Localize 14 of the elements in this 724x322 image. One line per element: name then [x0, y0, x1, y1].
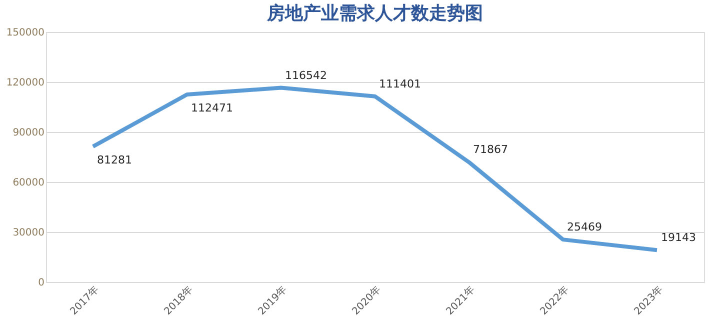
y-tick-label: 150000 [6, 28, 44, 38]
data-label: 111401 [379, 77, 421, 90]
y-tick-label: 120000 [6, 78, 44, 88]
data-label: 81281 [97, 154, 132, 167]
y-tick-label: 0 [38, 278, 44, 288]
y-tick-label: 60000 [12, 178, 44, 188]
data-label: 116542 [285, 68, 327, 82]
data-label: 112471 [191, 102, 233, 115]
chart-title: 房地产业需求人才数走势图 [266, 3, 483, 24]
data-label: 71867 [473, 143, 508, 156]
data-label: 25469 [567, 220, 602, 234]
data-label: 19143 [661, 231, 696, 244]
y-tick-label: 30000 [12, 228, 44, 238]
y-tick-label: 90000 [12, 128, 44, 138]
